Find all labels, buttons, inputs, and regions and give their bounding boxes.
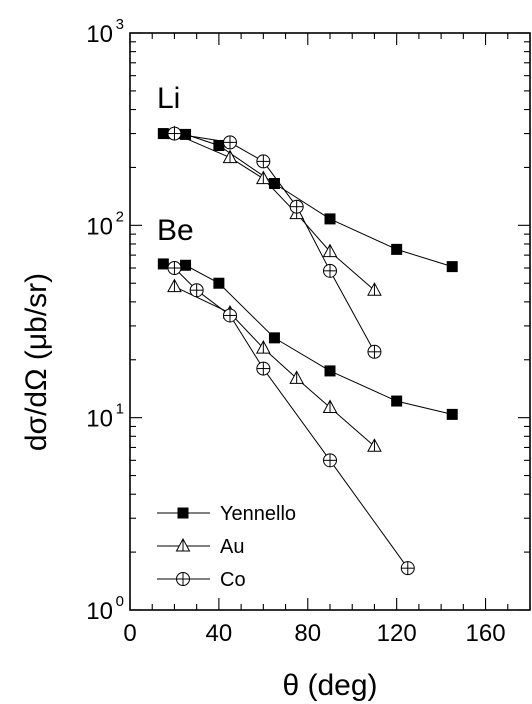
data-point-circle-plus [189,283,204,298]
legend-label: Au [220,536,244,558]
series-line-be-au [174,286,375,447]
legend-item-co: Co [157,569,246,591]
data-point-triangle [175,537,191,552]
panel-label-be: Be [157,214,194,247]
series-markers [157,125,458,576]
data-point-square [391,243,403,255]
y-tick-label: 10 [86,213,113,240]
x-tick-labels: 0 40 80 120 160 [123,620,505,647]
plot-frame [129,32,531,611]
data-point-square [213,140,225,152]
y-tick-label: 10 [86,21,113,48]
y-tick-exponent: 2 [116,208,124,225]
x-tick-label: 0 [123,620,136,647]
legend-item-yennello: Yennello [157,503,296,525]
data-point-triangle [167,278,182,293]
data-point-triangle [255,340,271,354]
series-line-be-yennello [163,263,453,415]
legend-label: Yennello [220,503,296,525]
y-axis-title: dσ/dΩ (μb/sr) [20,273,53,451]
data-point-square [268,178,280,190]
x-tick-label: 80 [294,620,321,647]
series-lines [163,133,453,569]
data-point-circle-plus [289,199,304,214]
y-tick-exponent: 0 [116,593,124,610]
legend: Yennello Au Co [157,503,296,591]
data-point-triangle [222,149,238,164]
x-tick-label: 120 [377,620,417,647]
series-line-li-yennello [163,133,453,268]
y-tick-exponent: 1 [116,401,124,418]
y-tick-exponent: 3 [116,16,124,33]
data-point-square [268,332,280,344]
data-point-square [177,507,189,519]
data-point-square [213,277,225,289]
axis-ticks [129,32,531,611]
data-point-triangle [367,282,382,296]
data-point-circle-plus [256,154,271,169]
panel-label-li: Li [157,82,180,115]
data-point-square [324,213,336,225]
y-tick-label: 10 [86,598,113,625]
plot-area-border [129,32,531,611]
legend-item-au: Au [157,536,244,558]
data-point-circle-plus [176,572,190,586]
data-point-circle-plus [223,308,237,323]
data-point-circle-plus [167,126,182,141]
data-point-circle-plus [256,361,271,376]
series-line-li-au [174,133,375,291]
data-point-circle-plus [323,453,337,468]
data-point-triangle [322,399,338,413]
data-point-square [180,128,192,140]
y-tick-label: 10 [86,406,113,433]
data-point-circle-plus [223,135,237,150]
series-line-li-co [174,133,375,353]
data-point-square [446,261,458,273]
x-axis-title: θ (deg) [282,669,377,702]
legend-label: Co [220,569,246,591]
data-point-triangle [367,438,382,452]
data-point-square [391,395,403,407]
data-point-square [446,408,458,420]
data-point-triangle [289,370,305,384]
data-point-circle-plus [167,261,182,276]
data-point-circle-plus [323,263,337,278]
data-point-circle-plus [400,561,415,576]
data-point-square [157,258,169,270]
x-tick-label: 40 [206,620,233,647]
data-point-triangle [322,243,338,258]
data-point-square [180,259,192,271]
data-point-square [157,128,169,140]
x-tick-label: 160 [466,620,506,647]
data-point-circle-plus [367,344,382,359]
data-point-square [324,365,336,377]
data-point-triangle [255,170,271,185]
